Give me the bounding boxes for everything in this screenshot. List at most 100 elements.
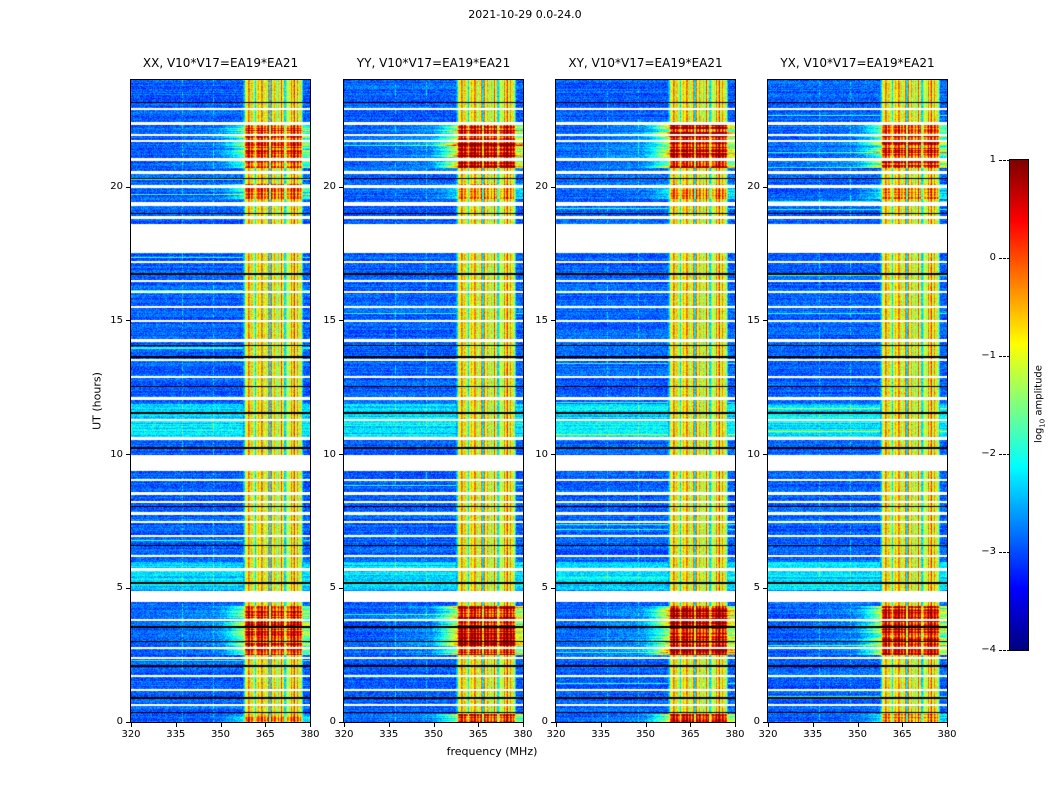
colorbar-label: log10 amplitude <box>1034 365 1047 443</box>
y-tick-label: 0 <box>116 716 123 727</box>
colorbar-tick-label: −3 <box>981 546 996 557</box>
y-tick-mark <box>763 186 767 188</box>
y-tick-mark <box>763 454 767 455</box>
y-tick-label: 5 <box>753 582 760 594</box>
x-tick-label: 335 <box>591 729 611 740</box>
x-tick-mark <box>902 723 904 727</box>
y-tick-label: 20 <box>323 181 336 192</box>
x-tick-label: 380 <box>513 729 533 740</box>
y-tick-label: 10 <box>323 448 336 460</box>
y-tick-label: 15 <box>747 314 760 326</box>
x-tick-label: 335 <box>803 729 823 740</box>
y-tick-mark <box>126 587 130 589</box>
y-tick-mark <box>339 721 343 723</box>
y-tick-label: 10 <box>747 448 760 460</box>
x-tick-mark <box>175 723 177 727</box>
x-tick-mark <box>768 723 769 727</box>
x-tick-mark <box>947 723 948 727</box>
x-tick-mark <box>478 723 480 727</box>
colorbar-tick-mark <box>999 649 1010 651</box>
y-tick-mark <box>763 320 767 322</box>
colorbar-tick-mark <box>999 355 1010 357</box>
spectrogram-panel-yy <box>343 79 524 723</box>
x-tick-label: 320 <box>758 729 778 740</box>
x-tick-mark <box>388 723 390 727</box>
y-tick-mark <box>339 587 343 589</box>
colorbar-tick-label: 1 <box>989 154 996 165</box>
y-tick-label: 20 <box>535 181 548 192</box>
y-tick-mark <box>551 587 555 589</box>
spectrogram-panel-xy <box>555 79 736 723</box>
x-tick-mark <box>556 723 557 727</box>
x-tick-label: 365 <box>680 729 700 740</box>
colorbar-label-sub: 10 <box>1038 418 1047 428</box>
x-tick-mark <box>523 723 524 727</box>
spectrogram-canvas-yy <box>344 80 523 722</box>
x-tick-mark <box>735 723 736 727</box>
y-tick-mark <box>551 186 555 188</box>
x-axis-label: frequency (MHz) <box>446 745 538 758</box>
spectrogram-canvas-xy <box>556 80 735 722</box>
y-tick-label: 0 <box>329 716 336 727</box>
figure-title: 2021-10-29 0.0-24.0 <box>468 8 582 21</box>
y-tick-label: 5 <box>116 582 123 594</box>
spectrogram-panel-yx <box>767 79 948 723</box>
x-tick-mark <box>433 723 435 727</box>
x-tick-label: 380 <box>937 729 957 740</box>
x-tick-label: 380 <box>300 729 320 740</box>
y-tick-mark <box>551 320 555 322</box>
x-tick-mark <box>600 723 602 727</box>
x-tick-mark <box>344 723 345 727</box>
y-tick-label: 15 <box>535 314 548 326</box>
spectrogram-panel-xx <box>130 79 311 723</box>
x-tick-label: 350 <box>635 729 656 740</box>
y-tick-label: 20 <box>110 181 123 192</box>
colorbar-tick-label: −4 <box>981 644 996 655</box>
x-tick-label: 350 <box>847 729 868 740</box>
y-tick-mark <box>763 721 767 723</box>
y-tick-label: 10 <box>110 448 123 460</box>
y-axis-label: UT (hours) <box>90 372 104 430</box>
panel-title-xy: XY, V10*V17=EA19*EA21 <box>568 56 723 70</box>
spectrogram-canvas-yx <box>768 80 947 722</box>
x-tick-label: 320 <box>334 729 354 740</box>
x-tick-label: 365 <box>892 729 912 740</box>
colorbar-tick-mark <box>999 453 1010 455</box>
x-tick-mark <box>857 723 859 727</box>
x-tick-label: 320 <box>546 729 566 740</box>
y-tick-mark <box>339 186 343 188</box>
x-tick-mark <box>265 723 267 727</box>
y-tick-label: 0 <box>753 716 760 727</box>
y-tick-mark <box>339 454 343 455</box>
panel-title-yx: YX, V10*V17=EA19*EA21 <box>780 56 935 70</box>
colorbar-frame <box>1009 159 1029 651</box>
x-tick-label: 320 <box>121 729 141 740</box>
spectrogram-canvas-xx <box>131 80 310 722</box>
y-tick-mark <box>339 320 343 322</box>
colorbar-label-prefix: log <box>1033 427 1045 443</box>
x-tick-label: 350 <box>423 729 444 740</box>
y-tick-mark <box>126 454 130 455</box>
panel-title-yy: YY, V10*V17=EA19*EA21 <box>356 56 511 70</box>
y-tick-label: 5 <box>541 582 548 594</box>
x-tick-label: 365 <box>468 729 488 740</box>
y-tick-mark <box>126 186 130 188</box>
y-tick-label: 15 <box>323 314 336 326</box>
y-tick-mark <box>763 587 767 589</box>
y-tick-mark <box>126 721 130 723</box>
colorbar-tick-label: 0 <box>989 252 996 263</box>
x-tick-mark <box>131 723 132 727</box>
colorbar-tick-mark <box>999 551 1010 553</box>
x-tick-label: 335 <box>379 729 399 740</box>
x-tick-mark <box>645 723 647 727</box>
x-tick-label: 365 <box>255 729 275 740</box>
x-tick-label: 380 <box>725 729 745 740</box>
y-tick-mark <box>551 454 555 455</box>
y-tick-label: 5 <box>329 582 336 594</box>
colorbar-label-suffix: amplitude <box>1033 365 1045 419</box>
x-tick-mark <box>812 723 814 727</box>
x-tick-label: 350 <box>210 729 231 740</box>
x-tick-mark <box>310 723 311 727</box>
panel-title-xx: XX, V10*V17=EA19*EA21 <box>142 56 299 70</box>
